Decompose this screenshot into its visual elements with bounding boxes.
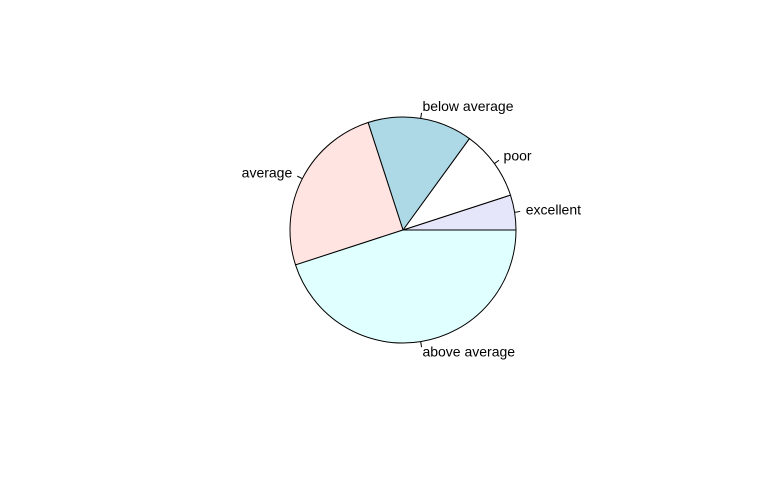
pie-slice-above-average xyxy=(294,229,517,344)
pie-leader-poor xyxy=(494,159,500,164)
pie-label-average: average xyxy=(242,164,293,180)
pie-label-below-average: below average xyxy=(422,98,513,114)
pie-slices xyxy=(289,116,517,344)
pie-labels: excellent poor below average average above a… xyxy=(242,98,581,360)
pie-slice-average xyxy=(289,121,404,266)
pie-leader-above-average xyxy=(420,341,423,348)
pie-label-poor: poor xyxy=(504,148,532,164)
pie-slice-poor xyxy=(401,137,512,231)
pie-label-above-average: above average xyxy=(422,343,515,359)
pie-label-excellent: excellent xyxy=(526,201,581,217)
pie-leader-excellent xyxy=(514,210,521,213)
pie-leader-average xyxy=(297,175,303,180)
pie-slice-below-average xyxy=(367,116,471,232)
pie-leader-below-average xyxy=(420,112,423,119)
